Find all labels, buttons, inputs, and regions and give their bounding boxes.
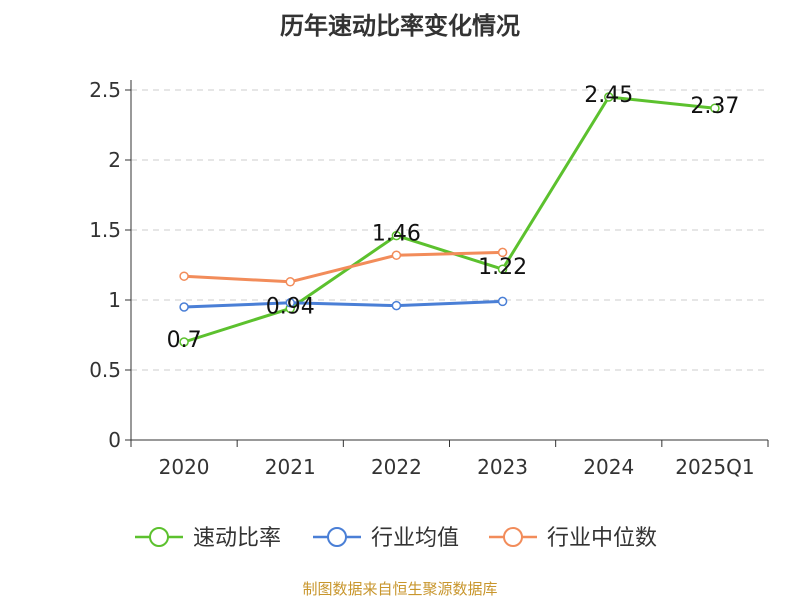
data-point bbox=[497, 247, 508, 258]
legend-item: 行业中位数 bbox=[489, 526, 657, 551]
data-label: 0.7 bbox=[167, 328, 202, 353]
data-point bbox=[497, 296, 508, 307]
grid-lines bbox=[131, 89, 768, 371]
x-tick-label: 2020 bbox=[159, 455, 210, 479]
y-tick-label: 0.5 bbox=[89, 358, 121, 382]
legend-item: 行业均值 bbox=[313, 526, 459, 551]
legend-marker bbox=[149, 527, 169, 547]
data-label: 1.46 bbox=[372, 222, 421, 247]
legend-marker bbox=[327, 527, 347, 547]
legend-label: 行业中位数 bbox=[547, 526, 657, 551]
data-point bbox=[179, 302, 189, 312]
data-label: 0.94 bbox=[266, 294, 315, 319]
legend: 速动比率 行业均值 行业中位数 bbox=[135, 526, 657, 551]
legend-label: 速动比率 bbox=[193, 526, 281, 551]
x-tick-label: 2023 bbox=[477, 455, 528, 479]
legend-item: 速动比率 bbox=[135, 526, 281, 551]
data-point bbox=[391, 230, 402, 241]
data-labels: 0.7 0.94 1.46 1.22 2.45 2.37 bbox=[167, 83, 740, 353]
series-line-2 bbox=[184, 250, 503, 284]
data-label: 2.45 bbox=[584, 83, 633, 108]
y-tick-label: 1 bbox=[108, 288, 121, 312]
data-point bbox=[604, 92, 614, 102]
series bbox=[179, 92, 720, 347]
y-tick-label: 2 bbox=[108, 148, 121, 172]
x-tick-label: 2022 bbox=[371, 455, 422, 479]
data-point bbox=[285, 277, 295, 287]
data-label: 2.37 bbox=[690, 94, 739, 119]
series-line-1 bbox=[184, 299, 503, 309]
data-point bbox=[179, 271, 189, 281]
x-tick-label: 2024 bbox=[583, 455, 634, 479]
x-tick-label: 2025Q1 bbox=[675, 455, 754, 479]
y-tick-label: 1.5 bbox=[89, 218, 121, 242]
chart-title: 历年速动比率变化情况 bbox=[280, 12, 520, 40]
data-point bbox=[391, 250, 402, 260]
data-point bbox=[179, 337, 189, 347]
source-note: 制图数据来自恒生聚源数据库 bbox=[302, 580, 498, 598]
data-point bbox=[710, 103, 720, 113]
data-point bbox=[285, 298, 295, 308]
legend-marker bbox=[503, 527, 523, 547]
legend-label: 行业均值 bbox=[371, 526, 459, 551]
x-tick-label: 2021 bbox=[265, 455, 316, 479]
data-point bbox=[497, 264, 508, 274]
y-tick-label: 0 bbox=[108, 428, 121, 452]
y-tick-label: 2.5 bbox=[89, 78, 121, 102]
data-point bbox=[391, 300, 402, 311]
axes: 0 0.5 1 1.5 2 2.5 2020 2021 2022 2023 2024 2025Q1 bbox=[89, 78, 769, 479]
data-label: 1.22 bbox=[478, 255, 527, 280]
